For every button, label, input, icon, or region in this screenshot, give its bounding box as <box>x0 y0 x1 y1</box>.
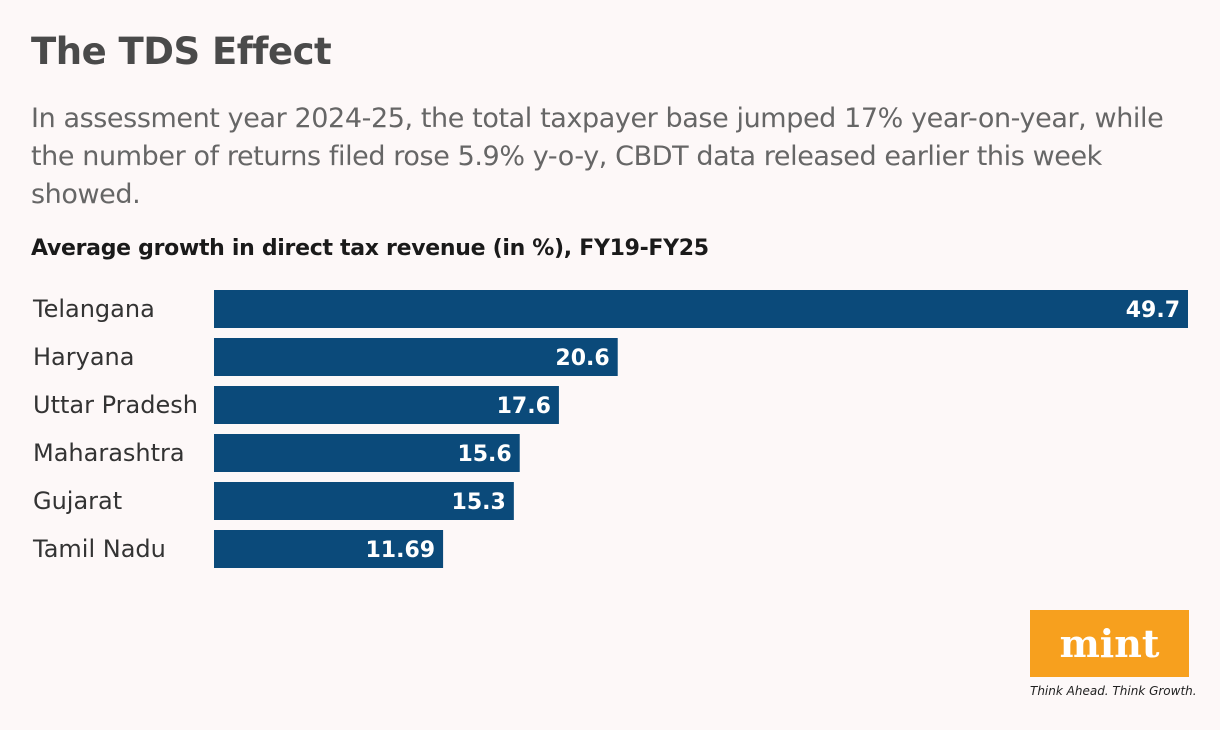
subtitle: In assessment year 2024-25, the total ta… <box>31 103 1164 210</box>
bar <box>214 482 514 520</box>
bar <box>214 338 618 376</box>
logo-text: mint <box>1059 621 1160 666</box>
category-label: Maharashtra <box>33 439 185 467</box>
category-label: Tamil Nadu <box>32 535 166 563</box>
bar <box>214 290 1188 328</box>
value-label: 11.69 <box>366 538 436 563</box>
value-label: 15.6 <box>457 442 511 467</box>
value-label: 20.6 <box>555 346 609 371</box>
category-label: Gujarat <box>33 487 122 515</box>
tagline: Think Ahead. Think Growth. <box>1030 684 1197 698</box>
value-label: 15.3 <box>452 490 506 515</box>
category-label: Uttar Pradesh <box>33 391 198 419</box>
category-label: Haryana <box>33 343 134 371</box>
bar <box>214 386 559 424</box>
value-label: 49.7 <box>1126 298 1180 323</box>
mint-logo: mint <box>1030 610 1189 677</box>
bar <box>214 530 444 568</box>
chart-title: Average growth in direct tax revenue (in… <box>31 236 709 261</box>
category-label: Telangana <box>32 295 155 323</box>
bar <box>214 434 520 472</box>
value-label: 17.6 <box>497 394 551 419</box>
page-title: The TDS Effect <box>31 30 332 73</box>
